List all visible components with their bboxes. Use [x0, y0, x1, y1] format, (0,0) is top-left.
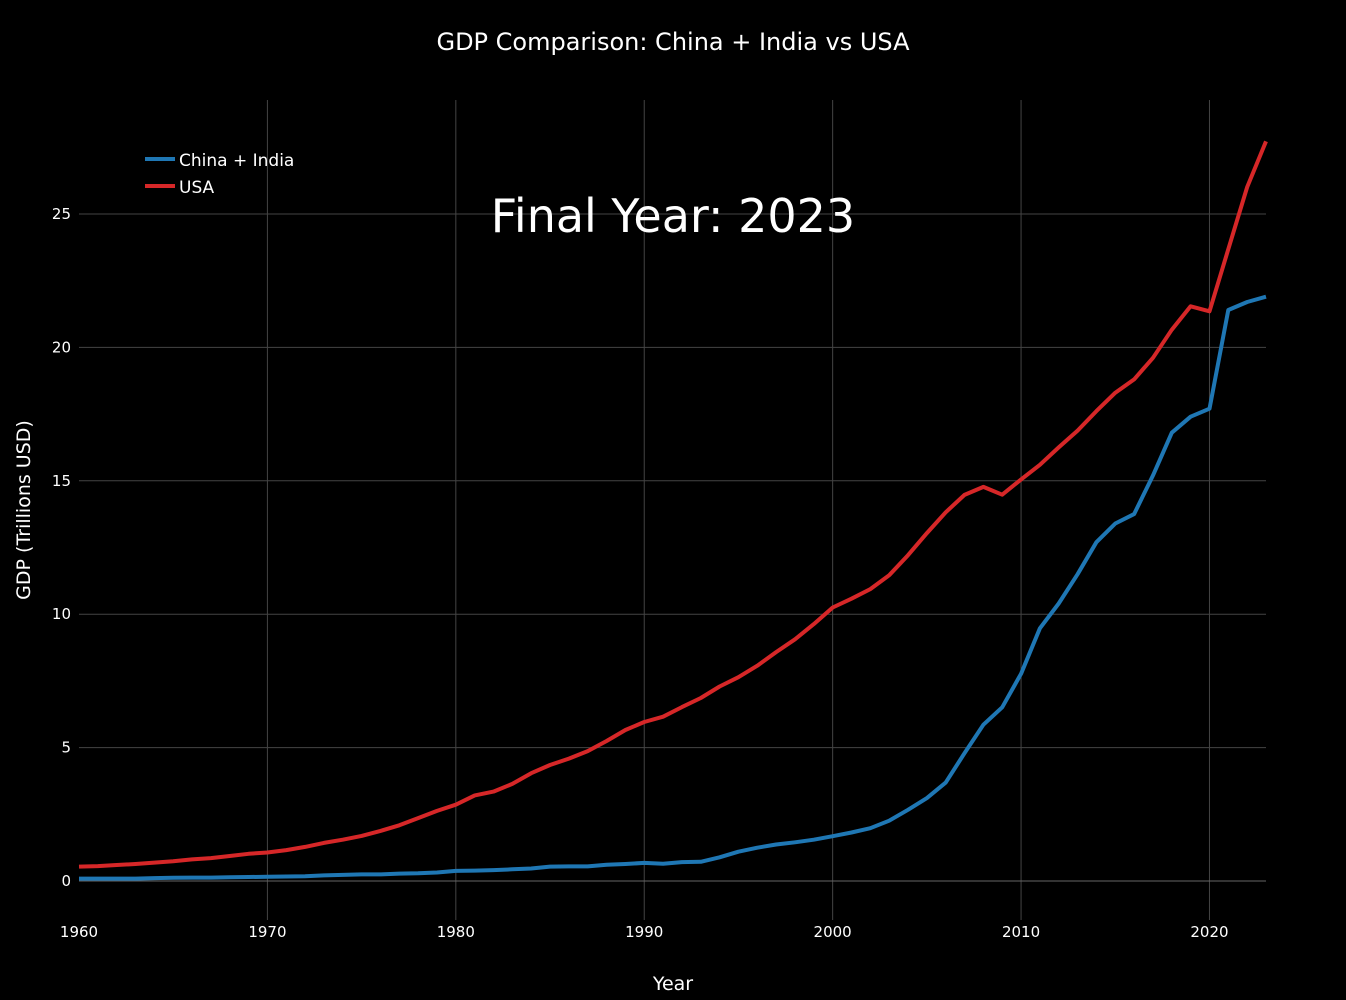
- x-tick-label: 2000: [814, 923, 852, 941]
- x-tick-label: 1970: [248, 923, 286, 941]
- legend-item-china-india[interactable]: China + India: [145, 151, 294, 171]
- series-line-china-india: [79, 294, 1267, 881]
- y-tick-label: 15: [52, 472, 71, 490]
- x-tick-label: 1960: [60, 923, 98, 941]
- grid: [79, 100, 1266, 920]
- y-tick-label: 25: [52, 205, 71, 223]
- legend-label-china-india: China + India: [179, 151, 294, 171]
- series-lines: [78, 140, 1268, 881]
- final-year-annotation: Final Year: 2023: [491, 189, 855, 243]
- legend-item-usa[interactable]: USA: [145, 178, 215, 198]
- y-tick-label: 20: [52, 338, 71, 356]
- y-tick-label: 5: [61, 739, 71, 757]
- legend: China + India USA: [145, 151, 294, 198]
- legend-label-usa: USA: [179, 178, 215, 198]
- x-tick-label: 1990: [625, 923, 663, 941]
- x-tick-labels: 1960 1970 1980 1990 2000 2010 2020: [60, 923, 1229, 941]
- y-axis-label: GDP (Trillions USD): [13, 420, 35, 600]
- x-tick-label: 1980: [437, 923, 475, 941]
- y-tick-label: 0: [61, 872, 71, 890]
- x-tick-label: 2020: [1190, 923, 1228, 941]
- chart-title: GDP Comparison: China + India vs USA: [436, 28, 910, 56]
- x-axis-label: Year: [652, 973, 693, 995]
- y-tick-label: 10: [52, 605, 71, 623]
- series-line-usa: [78, 140, 1268, 869]
- y-tick-labels: 0 5 10 15 20 25: [52, 205, 71, 890]
- x-tick-label: 2010: [1002, 923, 1040, 941]
